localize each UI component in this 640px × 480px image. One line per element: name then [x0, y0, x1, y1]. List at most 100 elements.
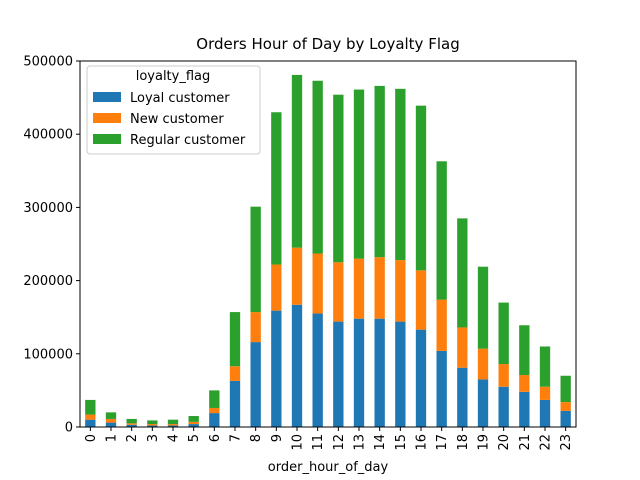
x-tick-label: 11: [311, 434, 326, 451]
bar-7-series-2: [229, 312, 241, 367]
plot-frame: [79, 60, 577, 428]
bar-4-series-2: [167, 419, 179, 425]
y-tick-label: 100000: [23, 347, 73, 362]
bar-9-series-1: [271, 264, 282, 311]
bar-19-series-1: [477, 348, 489, 380]
bar-3-series-1: [147, 424, 158, 426]
bar-22-series-1: [539, 386, 551, 400]
bar-7-series-0: [229, 380, 241, 427]
bar-9-series-0: [271, 310, 282, 427]
bar-1-series-1: [105, 418, 117, 423]
bar-18-series-2: [457, 218, 468, 328]
bar-5-series-1: [188, 421, 199, 425]
x-tick-label: 1: [105, 434, 120, 442]
bar-21-series-1: [519, 375, 530, 392]
bar-17-series-2: [436, 161, 447, 300]
x-tick-label: 5: [187, 434, 202, 442]
bar-2-series-2: [126, 418, 137, 424]
bar-23-series-1: [560, 402, 571, 411]
bar-23-series-2: [560, 375, 571, 403]
bar-14-series-0: [374, 318, 385, 427]
bar-13-series-1: [353, 258, 365, 319]
bar-13-series-0: [353, 318, 365, 427]
legend-label-1: New customer: [130, 112, 224, 127]
bar-11-series-0: [312, 313, 323, 427]
bar-19-series-0: [477, 379, 489, 427]
x-tick-label: 17: [435, 434, 450, 451]
x-tick-label: 2: [125, 434, 140, 442]
bar-21-series-2: [519, 325, 530, 376]
y-tick-label: 0: [65, 421, 73, 436]
x-tick-label: 8: [249, 434, 264, 442]
bar-18-series-0: [457, 367, 468, 427]
bar-12-series-1: [333, 262, 344, 322]
legend-title: loyalty_flag: [136, 69, 211, 84]
x-tick-label: 23: [559, 434, 574, 451]
bar-0-series-1: [85, 414, 96, 420]
bar-12-series-2: [333, 94, 344, 263]
bar-15-series-0: [395, 321, 406, 427]
x-tick-label: 0: [84, 434, 99, 442]
bar-14-series-1: [374, 257, 385, 319]
bar-19-series-2: [477, 266, 489, 349]
bar-6-series-1: [209, 407, 220, 414]
bar-10-series-2: [291, 74, 303, 248]
x-tick-label: 20: [497, 434, 512, 451]
bar-0-series-0: [85, 419, 96, 427]
bar-14-series-2: [374, 85, 385, 258]
bar-15-series-2: [395, 88, 406, 261]
chart-title: Orders Hour of Day by Loyalty Flag: [196, 35, 459, 53]
bar-11-series-1: [312, 253, 323, 314]
bar-1-series-0: [105, 422, 117, 427]
bar-5-series-2: [188, 416, 199, 422]
y-tick-label: 200000: [23, 274, 73, 289]
bar-10-series-1: [291, 247, 303, 305]
bar-16-series-1: [415, 270, 427, 330]
bar-12-series-0: [333, 321, 344, 427]
legend-swatch-0: [93, 92, 121, 102]
x-tick-label: 4: [167, 434, 182, 442]
y-tick-label: 300000: [23, 201, 73, 216]
x-tick-label: 10: [291, 434, 306, 451]
bar-8-series-0: [250, 342, 261, 427]
bar-4-series-0: [167, 425, 179, 427]
bar-1-series-2: [105, 412, 117, 419]
y-axis: 0 100000 200000 300000 400000 500000: [23, 55, 80, 436]
bar-20-series-0: [498, 386, 509, 427]
bar-4-series-1: [167, 424, 179, 426]
bar-11-series-2: [312, 80, 323, 254]
bar-17-series-0: [436, 350, 447, 427]
x-tick-label: 19: [477, 434, 492, 451]
legend-box: [86, 65, 261, 155]
x-tick-label: 3: [146, 434, 161, 442]
x-tick-label: 6: [208, 434, 223, 442]
x-tick-label: 13: [353, 434, 368, 451]
bar-20-series-1: [498, 364, 509, 387]
bar-6-series-0: [209, 413, 220, 427]
bar-22-series-0: [539, 399, 551, 427]
bar-6-series-2: [209, 390, 220, 408]
x-tick-label: 15: [394, 434, 409, 451]
x-tick-label: 12: [332, 434, 347, 451]
x-tick-label: 14: [373, 434, 388, 451]
y-tick-label: 400000: [23, 128, 73, 143]
bar-16-series-0: [415, 329, 427, 427]
bar-7-series-1: [229, 366, 241, 381]
bar-2-series-0: [126, 424, 137, 427]
x-tick-label: 21: [518, 434, 533, 451]
x-tick-label: 9: [270, 434, 285, 442]
bar-3-series-0: [147, 425, 158, 427]
bar-20-series-2: [498, 302, 509, 365]
legend-swatch-2: [93, 134, 121, 144]
legend-swatch-1: [93, 113, 121, 123]
bar-2-series-1: [126, 423, 137, 425]
bar-9-series-2: [271, 112, 282, 265]
bar-16-series-2: [415, 105, 427, 271]
x-tick-label: 22: [539, 434, 554, 451]
bars-group: [85, 74, 571, 427]
x-axis-label: order_hour_of_day: [268, 460, 389, 475]
bar-17-series-1: [436, 299, 447, 351]
bar-23-series-0: [560, 410, 571, 427]
x-axis: 0 1 2 3 4 5 6 7 8 9 10 11 12 13 14 15 16 17 18 19 20 21 22 23: [84, 427, 574, 451]
